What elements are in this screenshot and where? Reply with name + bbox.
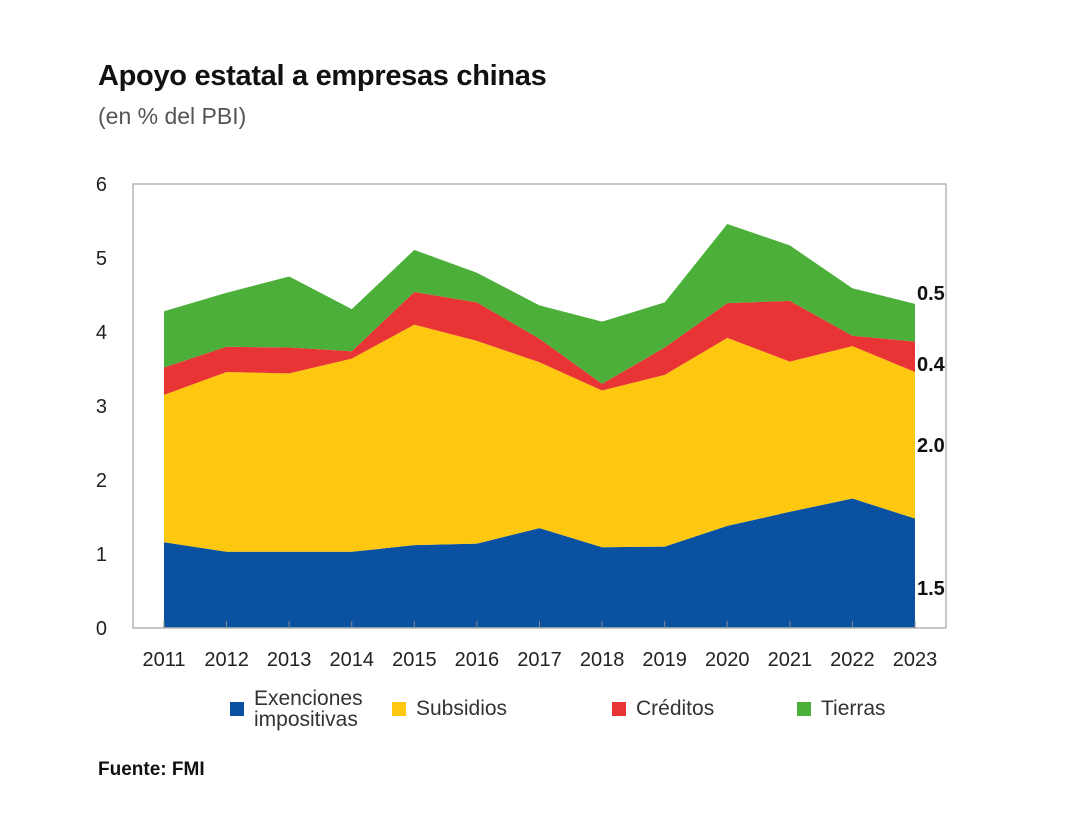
x-tick-label: 2015 bbox=[392, 649, 437, 671]
x-tick-label: 2014 bbox=[330, 649, 375, 671]
x-tick-label: 2020 bbox=[705, 649, 750, 671]
legend-swatch-tierras bbox=[797, 701, 811, 716]
x-tick-label: 2018 bbox=[580, 649, 625, 671]
y-tick-label: 0 bbox=[96, 618, 107, 640]
y-tick-label: 3 bbox=[96, 396, 107, 418]
x-tick-label: 2023 bbox=[893, 649, 938, 671]
legend-item-creditos: Créditos bbox=[612, 698, 714, 719]
area-creditos bbox=[164, 292, 915, 395]
x-tick-label: 2019 bbox=[642, 649, 687, 671]
area-subsidios bbox=[164, 324, 915, 552]
legend-swatch-subsidios bbox=[392, 701, 406, 716]
legend-label-creditos: Créditos bbox=[636, 697, 715, 720]
x-tick-label: 2021 bbox=[768, 649, 813, 671]
legend-swatch-creditos bbox=[612, 701, 626, 716]
legend-item-tierras: Tierras bbox=[797, 698, 886, 719]
end-value-label: 2.0 bbox=[917, 435, 945, 457]
end-value-label: 1.5 bbox=[917, 578, 945, 600]
x-tick-label: 2011 bbox=[142, 649, 185, 671]
end-value-label: 0.4 bbox=[917, 354, 946, 376]
source-note: Fuente: FMI bbox=[98, 759, 205, 780]
area-exenciones-impositivas bbox=[164, 498, 915, 628]
area-tierras bbox=[164, 224, 915, 384]
legend-swatch-exenciones bbox=[230, 702, 244, 716]
end-value-label: 0.5 bbox=[917, 283, 945, 305]
legend-label-exenciones: Exenciones impositivas bbox=[254, 687, 363, 731]
y-tick-label: 6 bbox=[96, 174, 107, 196]
chart-title: Apoyo estatal a empresas chinas bbox=[98, 60, 547, 92]
legend: Exenciones impositivas Subsidios Crédito… bbox=[0, 688, 1080, 738]
y-tick-label: 5 bbox=[96, 248, 107, 270]
y-tick-label: 4 bbox=[96, 322, 107, 344]
x-tick-label: 2012 bbox=[204, 649, 249, 671]
legend-label-subsidios: Subsidios bbox=[416, 697, 508, 720]
x-tick-label: 2022 bbox=[830, 649, 875, 671]
y-tick-label: 2 bbox=[96, 470, 107, 492]
legend-item-subsidios: Subsidios bbox=[392, 698, 507, 719]
legend-label-tierras: Tierras bbox=[821, 697, 886, 720]
x-tick-label: 2017 bbox=[517, 649, 562, 671]
x-tick-label: 2016 bbox=[455, 649, 500, 671]
y-tick-label: 1 bbox=[96, 544, 107, 566]
chart-subtitle: (en % del PBI) bbox=[98, 103, 247, 129]
x-tick-label: 2013 bbox=[267, 649, 312, 671]
legend-item-exenciones: Exenciones impositivas bbox=[230, 688, 363, 730]
